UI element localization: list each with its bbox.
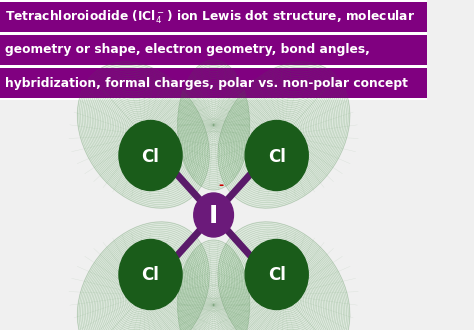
Text: Cl: Cl (142, 148, 159, 166)
Text: I: I (209, 204, 218, 228)
Bar (0, 68, 427, 98)
Text: Tetrachloroiodide (ICl$_4^-$) ion Lewis dot structure, molecular: Tetrachloroiodide (ICl$_4^-$) ion Lewis … (5, 8, 415, 26)
Circle shape (119, 240, 182, 310)
Ellipse shape (178, 240, 250, 330)
Bar (0, 35, 427, 65)
Text: geometry or shape, electron geometry, bond angles,: geometry or shape, electron geometry, bo… (5, 44, 369, 56)
Ellipse shape (77, 222, 209, 330)
Circle shape (245, 120, 308, 190)
Circle shape (245, 240, 308, 310)
Ellipse shape (218, 62, 350, 208)
Bar (0, 0, 427, 100)
Circle shape (194, 193, 233, 237)
Bar (0, 2, 427, 32)
Ellipse shape (77, 62, 209, 208)
Text: Cl: Cl (268, 267, 286, 284)
Text: Cl: Cl (268, 148, 286, 166)
Text: -: - (218, 179, 223, 191)
Text: hybridization, formal charges, polar vs. non-polar concept: hybridization, formal charges, polar vs.… (5, 77, 407, 89)
Text: Cl: Cl (142, 267, 159, 284)
Ellipse shape (178, 60, 250, 190)
Ellipse shape (218, 222, 350, 330)
Circle shape (119, 120, 182, 190)
